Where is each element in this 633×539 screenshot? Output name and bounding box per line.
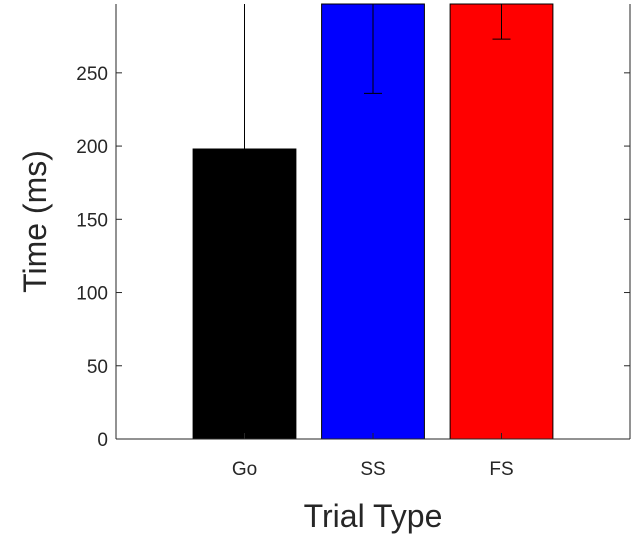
y-tick-label: 50 [87,357,108,378]
x-tick-label: FS [489,459,513,480]
x-ticks: Go SS FS [232,433,631,480]
y-axis-title: Time (ms) [17,150,53,293]
y-tick-label: 0 [97,430,108,451]
x-tick-label: SS [360,459,385,480]
y-tick-label: 200 [76,137,108,158]
y-tick-label: 150 [76,210,108,231]
x-axis-title: Trial Type [304,498,443,534]
y-tick-label: 100 [76,284,108,305]
error-bars-layer [235,4,511,206]
y-ticks: 0 50 100 150 200 250 [76,64,630,451]
x-tick-label: Go [232,459,257,480]
y-tick-label: 250 [76,64,108,85]
bar-fs [449,3,554,440]
